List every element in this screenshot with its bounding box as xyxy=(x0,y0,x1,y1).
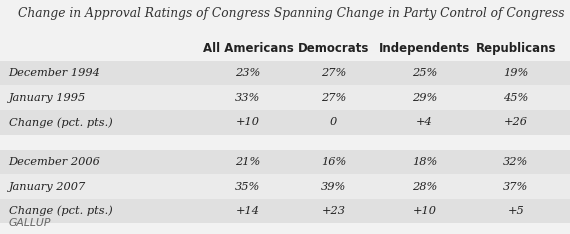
Bar xyxy=(0,174,570,199)
Bar xyxy=(0,85,570,110)
Text: 29%: 29% xyxy=(412,93,437,103)
Text: Republicans: Republicans xyxy=(475,42,556,55)
Text: January 2007: January 2007 xyxy=(9,182,86,192)
Text: 45%: 45% xyxy=(503,93,528,103)
Text: 23%: 23% xyxy=(235,68,260,78)
Text: +14: +14 xyxy=(236,206,260,216)
Text: Change (pct. pts.): Change (pct. pts.) xyxy=(9,206,112,216)
Text: Independents: Independents xyxy=(379,42,470,55)
Text: 19%: 19% xyxy=(503,68,528,78)
Text: +23: +23 xyxy=(321,206,345,216)
Text: 33%: 33% xyxy=(235,93,260,103)
Text: 0: 0 xyxy=(330,117,337,127)
Text: 35%: 35% xyxy=(235,182,260,192)
Text: 18%: 18% xyxy=(412,157,437,167)
Bar xyxy=(0,61,570,85)
Text: All Americans: All Americans xyxy=(202,42,294,55)
Text: Change in Approval Ratings of Congress Spanning Change in Party Control of Congr: Change in Approval Ratings of Congress S… xyxy=(18,7,564,20)
Text: December 1994: December 1994 xyxy=(9,68,100,78)
Text: +26: +26 xyxy=(504,117,528,127)
Text: +10: +10 xyxy=(413,206,437,216)
Text: December 2006: December 2006 xyxy=(9,157,100,167)
Text: 28%: 28% xyxy=(412,182,437,192)
Text: +5: +5 xyxy=(507,206,524,216)
Bar xyxy=(0,150,570,174)
Text: +4: +4 xyxy=(416,117,433,127)
Text: 37%: 37% xyxy=(503,182,528,192)
Bar xyxy=(0,199,570,223)
Text: 16%: 16% xyxy=(321,157,346,167)
Text: GALLUP: GALLUP xyxy=(9,218,51,228)
Text: Democrats: Democrats xyxy=(298,42,369,55)
Text: +10: +10 xyxy=(236,117,260,127)
Text: 21%: 21% xyxy=(235,157,260,167)
Text: January 1995: January 1995 xyxy=(9,93,86,103)
Text: 27%: 27% xyxy=(321,68,346,78)
Text: Change (pct. pts.): Change (pct. pts.) xyxy=(9,117,112,128)
Bar xyxy=(0,110,570,135)
Text: 27%: 27% xyxy=(321,93,346,103)
Text: 39%: 39% xyxy=(321,182,346,192)
Text: 25%: 25% xyxy=(412,68,437,78)
Text: 32%: 32% xyxy=(503,157,528,167)
